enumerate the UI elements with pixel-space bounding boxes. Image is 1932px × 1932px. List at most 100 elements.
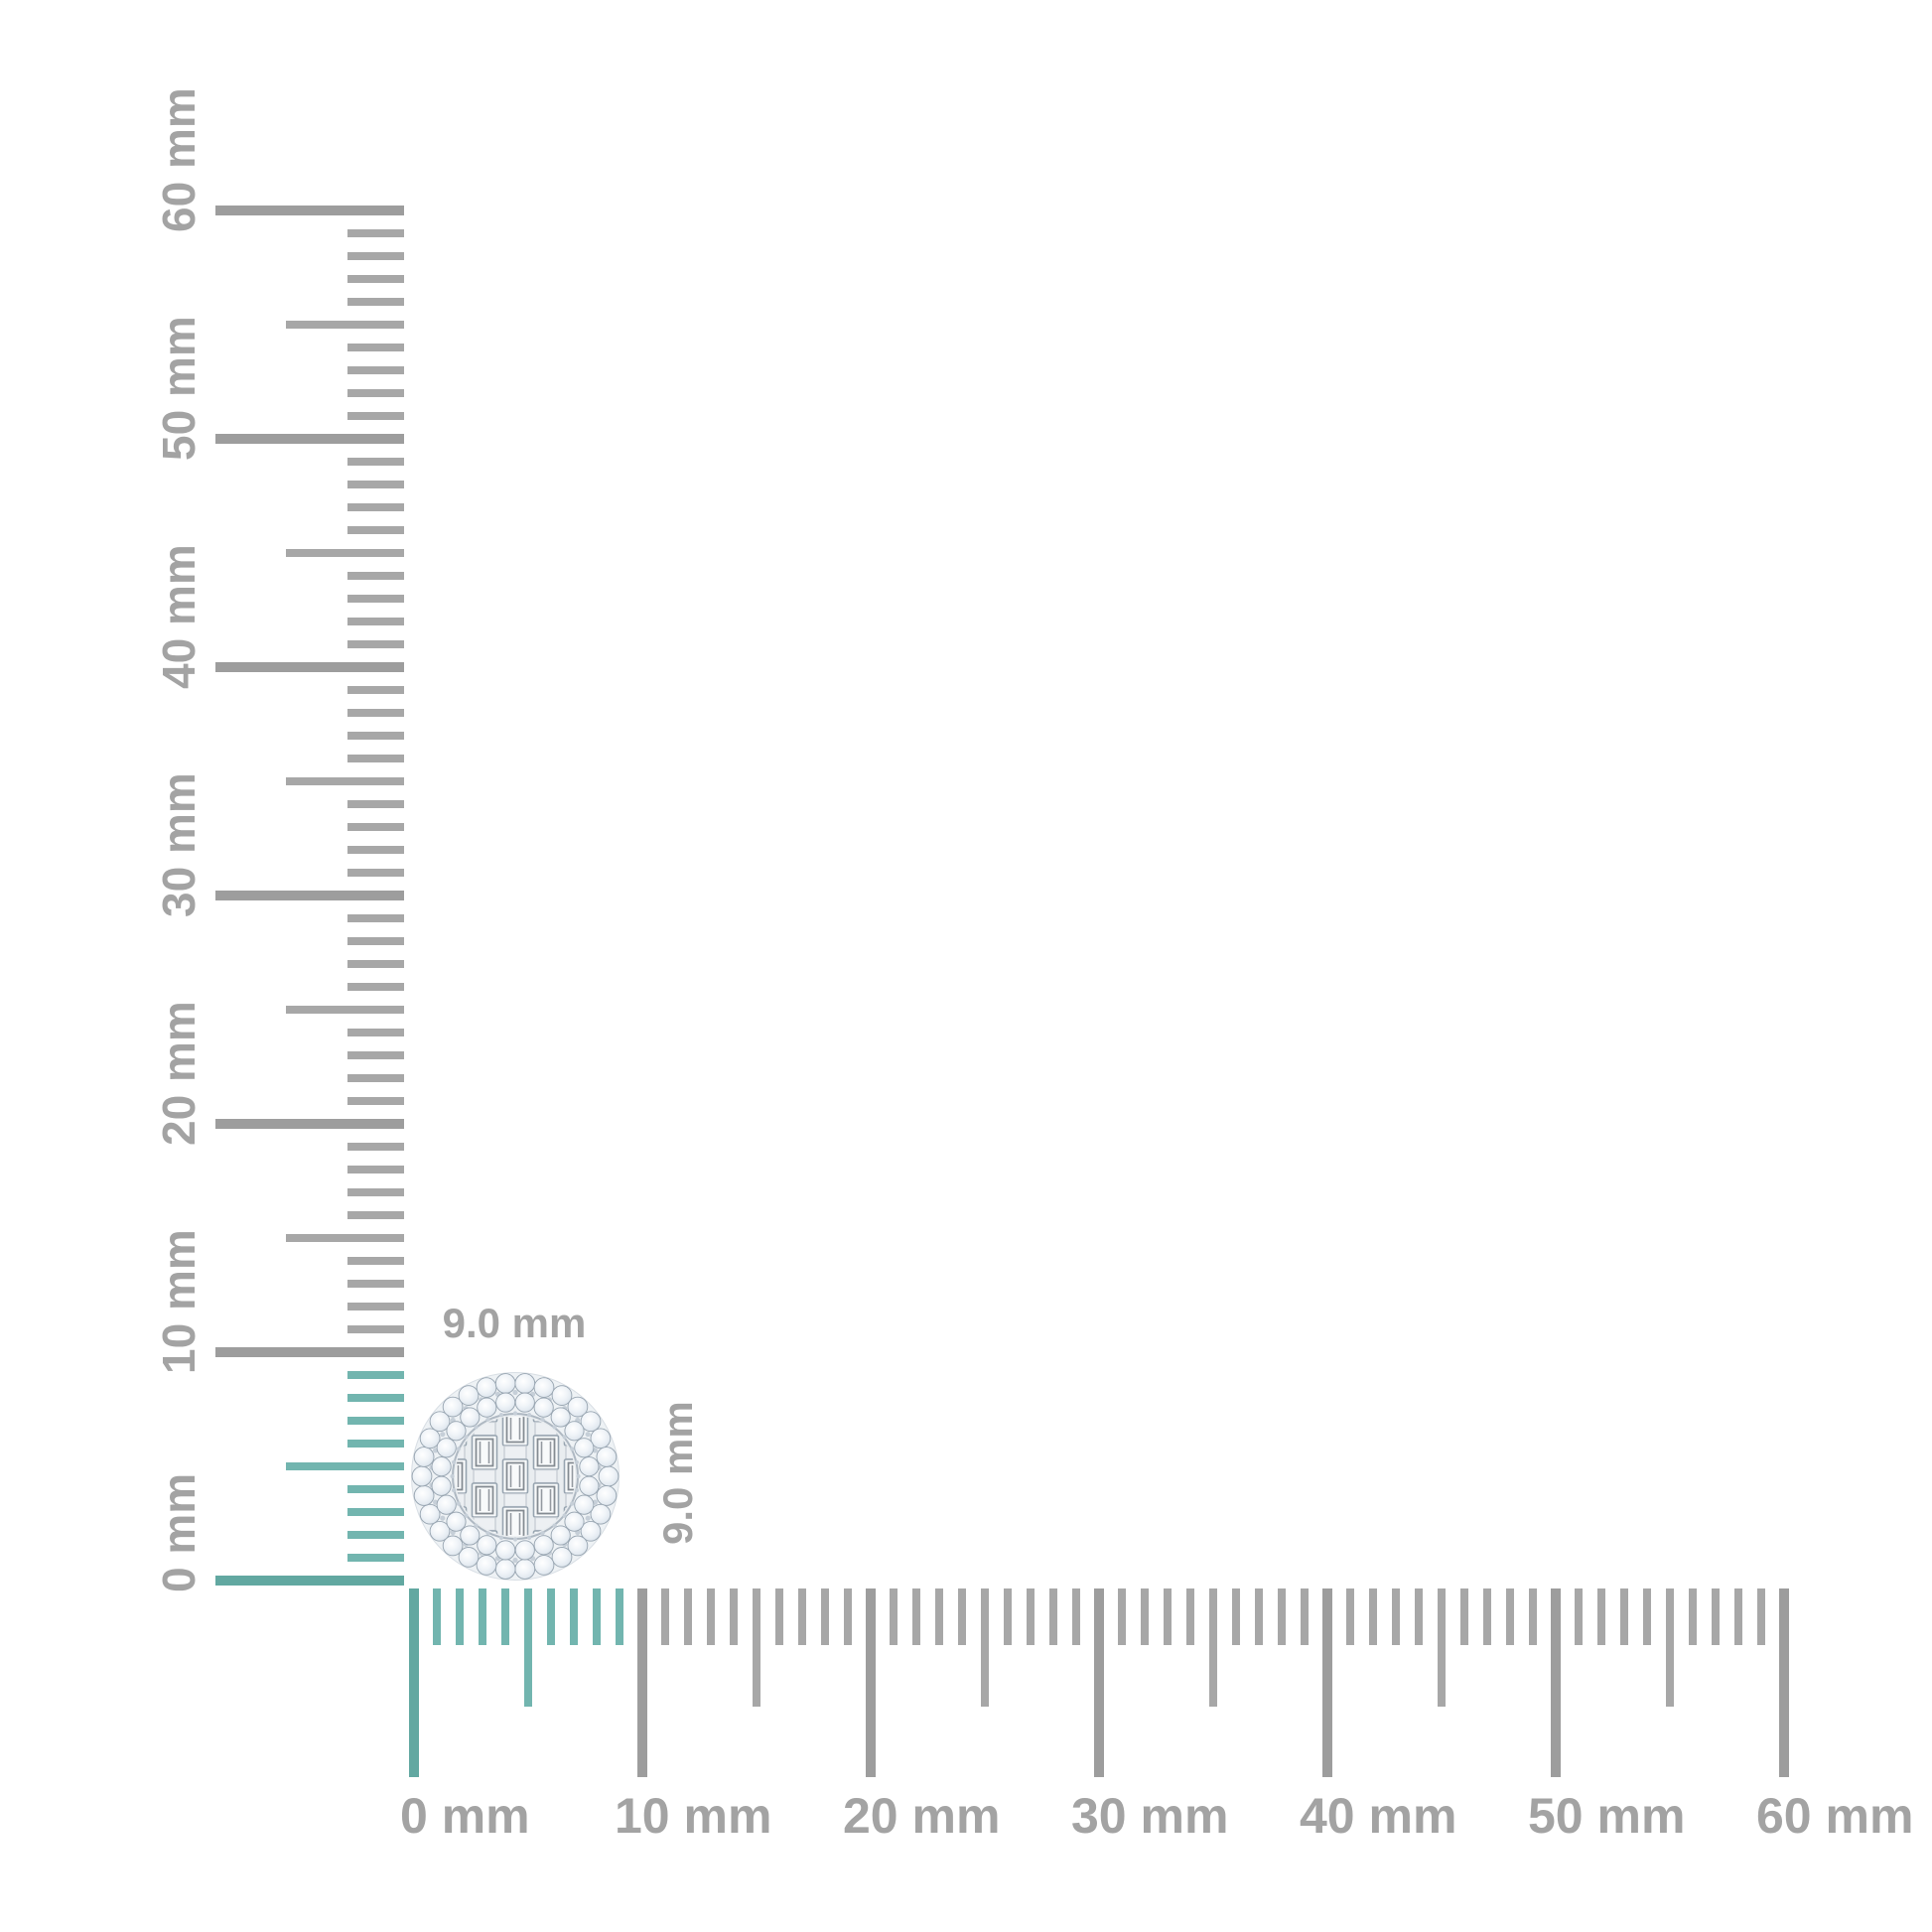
ruler-tick xyxy=(347,1554,404,1562)
ruler-tick xyxy=(347,1074,404,1082)
plate-rim-bead xyxy=(456,1501,461,1506)
plate-rim-bead xyxy=(570,1501,575,1506)
ruler-tick xyxy=(1027,1588,1035,1645)
ruler-label: 0 mm xyxy=(153,1473,205,1592)
round-diamond xyxy=(477,1535,497,1556)
round-diamond xyxy=(429,1411,451,1433)
round-diamond xyxy=(551,1547,573,1568)
ruler-label: 10 mm xyxy=(153,1229,205,1374)
ruler-label: 10 mm xyxy=(615,1788,771,1844)
plate-rim-bead xyxy=(527,1413,532,1418)
ruler-tick xyxy=(433,1588,441,1645)
plate-rim-bead xyxy=(456,1447,461,1451)
ruler-tick xyxy=(456,1588,464,1645)
ruler-tick xyxy=(286,549,404,557)
baguette-outline xyxy=(455,1458,468,1494)
ruler-tick xyxy=(347,1508,404,1516)
ruler-tick xyxy=(347,755,404,762)
ruler-tick xyxy=(912,1588,920,1645)
ruler-tick xyxy=(347,1394,404,1402)
ruler-tick xyxy=(753,1588,760,1707)
ruler-tick xyxy=(347,983,404,991)
ruler-tick xyxy=(684,1588,692,1645)
ruler-tick xyxy=(347,869,404,877)
ruler-tick xyxy=(1322,1588,1332,1777)
baguette-outline xyxy=(501,1506,529,1537)
ruler-label: 60 mm xyxy=(153,87,205,232)
baguette-diamond xyxy=(563,1458,576,1494)
ruler-tick xyxy=(1392,1588,1400,1645)
round-diamond xyxy=(590,1428,612,1449)
round-diamond xyxy=(514,1392,535,1413)
ruler-tick xyxy=(215,1347,404,1357)
plate-rim-bead xyxy=(562,1513,567,1518)
ruler-tick xyxy=(1049,1588,1057,1645)
round-diamond xyxy=(533,1377,555,1398)
baguette-facet xyxy=(475,1485,494,1515)
ruler-tick xyxy=(286,1006,404,1014)
ruler-tick xyxy=(286,1234,404,1242)
ruler-tick xyxy=(347,1440,404,1448)
baguette-diamond xyxy=(501,1458,529,1494)
ruler-tick xyxy=(215,434,404,444)
round-diamond xyxy=(413,1485,435,1506)
metal-cell xyxy=(534,1468,558,1484)
ruler-tick xyxy=(347,503,404,511)
round-diamond xyxy=(446,1511,467,1532)
ruler-tick xyxy=(958,1588,966,1645)
ruler-tick xyxy=(347,252,404,260)
ruler-label: 60 mm xyxy=(1756,1788,1913,1844)
round-diamond xyxy=(514,1373,536,1394)
ruler-tick xyxy=(347,960,404,968)
plate-rim-bead xyxy=(485,1417,490,1422)
round-diamond xyxy=(550,1407,571,1428)
round-diamond xyxy=(476,1377,497,1398)
ruler-tick xyxy=(1301,1588,1309,1645)
ruler-tick xyxy=(1094,1588,1104,1777)
ruler-tick xyxy=(570,1588,578,1645)
ruler-tick xyxy=(347,686,404,694)
plate-rim-bead xyxy=(512,1537,518,1542)
ruler-label: 50 mm xyxy=(153,316,205,461)
ruler-tick xyxy=(637,1588,647,1777)
plate-rim-bead xyxy=(527,1535,532,1540)
ruler-tick xyxy=(347,1097,404,1105)
round-diamond xyxy=(446,1421,467,1442)
plate-rim-bead xyxy=(552,1425,557,1430)
ruler-tick xyxy=(661,1588,669,1645)
pave-diamond-ring-inner xyxy=(431,1392,600,1561)
vertical-ruler-labels: 0 mm 10 mm 20 mm 30 mm 40 mm 50 mm 60 mm xyxy=(153,87,205,1592)
ruler-tick xyxy=(347,412,404,420)
plate-rim-bead xyxy=(562,1435,567,1440)
baguette-diamond xyxy=(532,1435,560,1470)
item-height-label: 9.0 mm xyxy=(654,1401,701,1545)
ruler-tick xyxy=(347,1531,404,1539)
ruler-tick xyxy=(1004,1588,1012,1645)
baguette-diamond xyxy=(532,1482,560,1518)
ruler-tick xyxy=(1551,1588,1561,1777)
ruler-tick xyxy=(890,1588,897,1645)
ruler-tick xyxy=(347,640,404,648)
ruler-tick xyxy=(593,1588,601,1645)
ruler-tick xyxy=(1164,1588,1172,1645)
round-diamond xyxy=(495,1540,516,1561)
plate-rim-bead xyxy=(452,1459,457,1464)
ruler-tick xyxy=(347,1485,404,1493)
prong-bead xyxy=(512,1389,518,1396)
round-diamond xyxy=(514,1540,535,1561)
prong-bead xyxy=(440,1432,446,1438)
plate-rim-bead xyxy=(512,1411,518,1416)
ruler-tick xyxy=(347,229,404,237)
ruler-tick xyxy=(1072,1588,1080,1645)
ruler-tick xyxy=(1278,1588,1286,1645)
horizontal-ruler xyxy=(409,1588,1789,1777)
ruler-tick xyxy=(1689,1588,1697,1645)
ruler-tick xyxy=(347,1143,404,1151)
ruler-tick xyxy=(347,732,404,740)
ruler-tick xyxy=(215,891,404,900)
round-diamond xyxy=(564,1421,585,1442)
round-diamond xyxy=(533,1555,555,1576)
ruler-tick xyxy=(547,1588,555,1645)
ruler-tick xyxy=(347,709,404,717)
